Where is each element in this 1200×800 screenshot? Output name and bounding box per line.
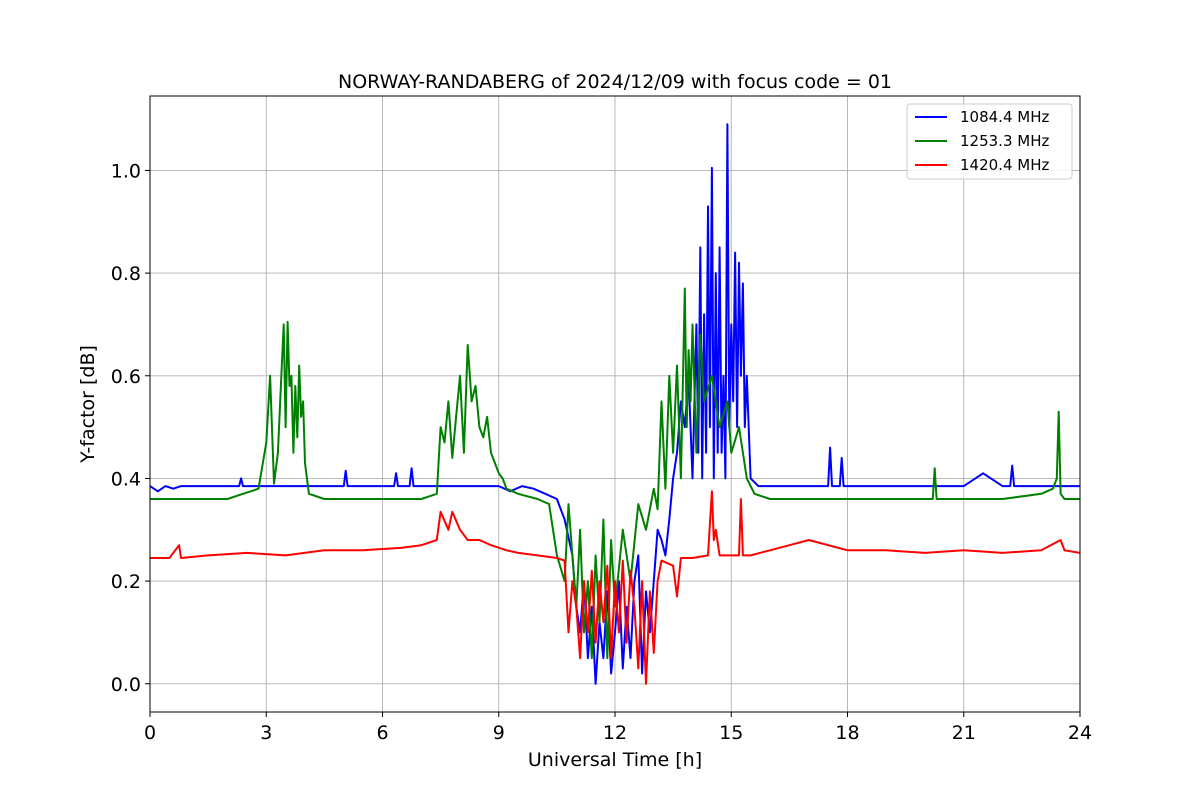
series-line-1420-4 xyxy=(150,490,1081,685)
x-tick-label: 21 xyxy=(952,722,976,744)
y-axis-label: Y-factor [dB] xyxy=(77,345,99,464)
legend-label-1084: 1084.4 MHz xyxy=(960,108,1049,126)
x-tick-label: 15 xyxy=(719,722,743,744)
y-tick-label: 0.2 xyxy=(111,571,141,593)
legend-label-1420: 1420.4 MHz xyxy=(960,156,1049,174)
series-line-1084-4 xyxy=(149,123,1080,685)
series-line-1253-3 xyxy=(150,287,1080,660)
legend-label-1253: 1253.3 MHz xyxy=(960,132,1049,150)
x-axis-label: Universal Time [h] xyxy=(528,749,702,771)
x-tick-label: 24 xyxy=(1068,722,1092,744)
y-tick-label: 0.0 xyxy=(111,674,141,696)
x-tick-label: 12 xyxy=(603,722,627,744)
x-tick-label: 0 xyxy=(144,722,156,744)
y-tick-label: 1.0 xyxy=(111,160,141,182)
x-tick-label: 9 xyxy=(493,722,505,744)
legend: 1084.4 MHz 1253.3 MHz 1420.4 MHz xyxy=(906,103,1073,180)
y-tick-label: 0.6 xyxy=(111,366,141,388)
series-lines xyxy=(149,123,1081,685)
x-tick-label: 18 xyxy=(835,722,859,744)
axis-ticks: 0 3 6 9 12 15 18 21 24 0.0 0.2 0.4 0.6 0.8 1.0 xyxy=(111,160,1092,744)
y-tick-label: 0.4 xyxy=(111,468,141,490)
x-tick-label: 6 xyxy=(376,722,388,744)
x-tick-label: 3 xyxy=(260,722,272,744)
legend-box xyxy=(906,103,1073,180)
y-tick-label: 0.8 xyxy=(111,263,141,285)
chart-title: NORWAY-RANDABERG of 2024/12/09 with focu… xyxy=(338,71,892,93)
